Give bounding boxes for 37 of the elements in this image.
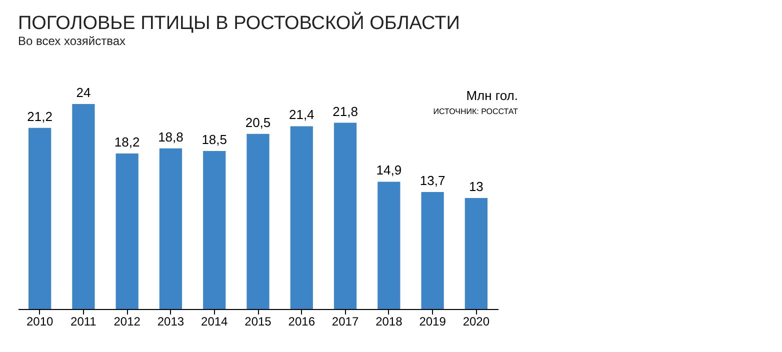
data-label: 18,5 [202,132,228,147]
chart-subtitle: Во всех хозяйствах [18,34,126,48]
data-label: 14,9 [376,162,402,178]
annotation: ИСТОЧНИК: РОССТАТ [433,107,518,116]
data-label: 21,8 [332,104,358,119]
bar [290,126,313,309]
x-tick-label: 2012 [114,314,141,328]
chart-title: ПОГОЛОВЬЕ ПТИЦЫ В РОСТОВСКОЙ ОБЛАСТИ [18,11,460,34]
x-tick-label: 2011 [70,314,97,328]
bar [116,154,138,309]
data-label: 18,8 [158,129,184,144]
data-label: 13,7 [420,172,446,188]
x-tick-label: 2017 [332,314,359,328]
data-label: 21,4 [288,107,314,122]
text: Млн гол. [466,88,518,103]
bar [464,198,488,309]
bar [28,128,52,309]
x-tick-label: 2018 [376,314,403,328]
x-tick-label: 2015 [244,314,272,328]
data-label: 21,2 [27,108,52,124]
data-label: 18,2 [114,134,140,150]
x-tick-label: 2019 [419,314,446,328]
x-tick-label: 2016 [288,314,316,328]
x-tick-label: 2020 [462,314,490,328]
bar [378,182,400,309]
x-tick-label: 2013 [157,314,184,328]
x-tick-label: 2010 [26,314,54,328]
data-label: 20,5 [245,114,271,130]
bar [421,192,444,309]
bar [246,134,270,309]
bar [203,150,226,309]
x-tick-label: 2014 [201,314,228,328]
bar [72,104,95,309]
data-label: 13 [468,178,484,194]
bar [159,148,182,309]
bar [334,122,357,309]
data-label: 24 [76,85,91,100]
